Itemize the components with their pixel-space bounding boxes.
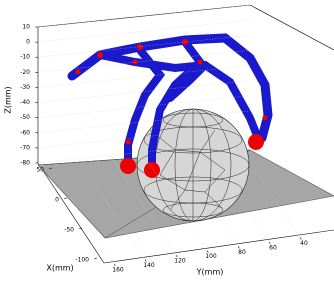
- x-tick-label: -100: [75, 257, 89, 264]
- z-tick-label: -70: [20, 144, 30, 151]
- x-tick-label: 0: [55, 197, 59, 204]
- x-axis-label: X(mm): [46, 264, 73, 273]
- chart: Z(mm) X(mm) Y(mm) 100-10-20-30-40-50-60-…: [0, 0, 334, 284]
- page: {"chart_data": {"type": "3d-plot", "xlab…: [0, 0, 334, 284]
- y-tick-label: 60: [269, 244, 277, 251]
- z-tick-label: -50: [20, 114, 30, 121]
- z-tick-label: -80: [20, 160, 30, 167]
- fingertip: [248, 134, 264, 150]
- y-tick-label: 40: [300, 240, 308, 247]
- y-tick-label: 100: [205, 253, 217, 260]
- z-tick-label: -20: [20, 69, 30, 76]
- y-tick-label: 160: [112, 267, 124, 274]
- joint: [198, 60, 203, 65]
- joint: [97, 52, 103, 58]
- y-axis-label: Y(mm): [196, 268, 224, 277]
- joint: [133, 60, 138, 65]
- tick-mark: [64, 198, 67, 199]
- joint: [263, 116, 268, 121]
- fingertip: [144, 162, 160, 178]
- z-tick-label: -40: [20, 99, 30, 106]
- joint: [76, 70, 81, 75]
- x-tick-label: 50: [36, 167, 44, 174]
- z-axis-label: Z(mm): [4, 86, 13, 113]
- joint: [126, 140, 131, 145]
- z-tick-label: 10: [22, 24, 30, 31]
- x-tick-label: -50: [64, 227, 74, 234]
- tick-mark: [94, 258, 97, 259]
- z-tick-label: 0: [26, 39, 30, 46]
- fingertip: [120, 158, 136, 174]
- y-tick-label: 140: [143, 262, 155, 269]
- z-tick-label: -10: [20, 54, 30, 61]
- y-tick-label: 80: [238, 249, 246, 256]
- y-tick-label: 120: [174, 258, 186, 265]
- z-tick-label: -30: [20, 84, 30, 91]
- z-tick-label: -60: [20, 129, 30, 136]
